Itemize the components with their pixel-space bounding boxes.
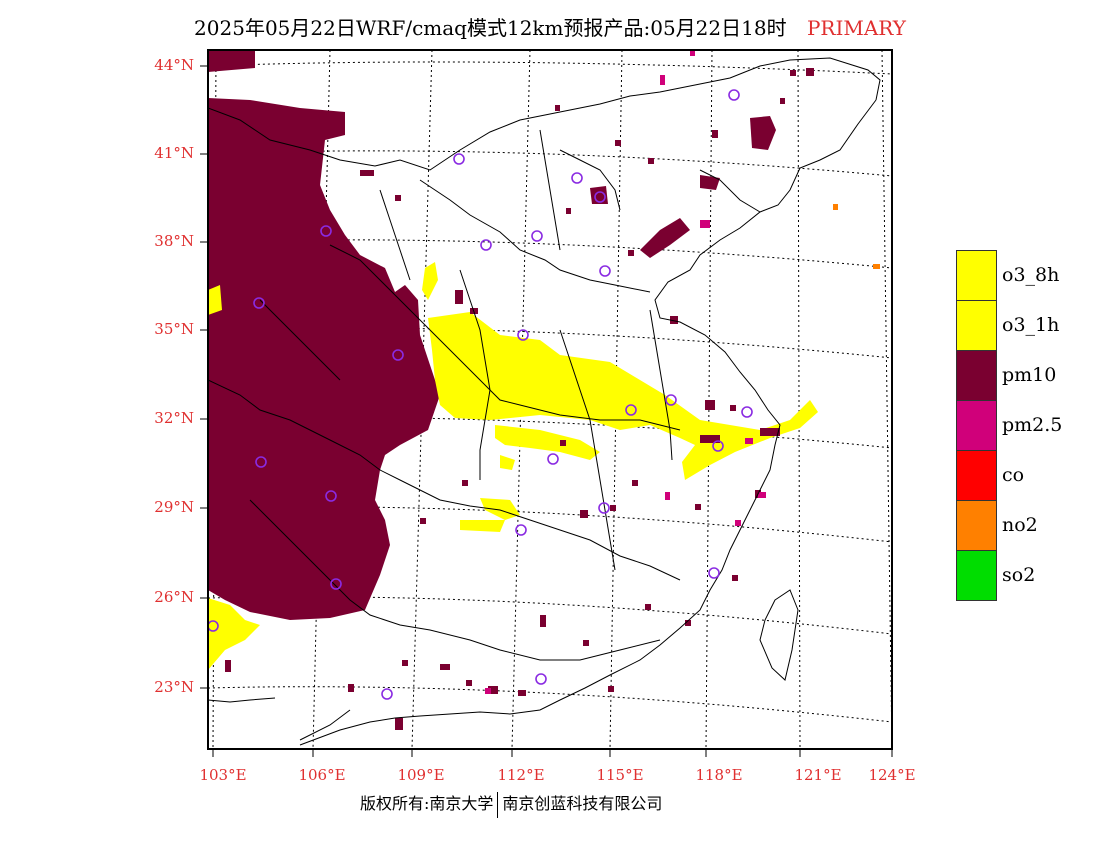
lat-label-35: 35°N xyxy=(154,320,194,338)
legend-swatch xyxy=(956,300,997,351)
map-frame xyxy=(207,49,893,750)
legend-swatch xyxy=(956,350,997,401)
legend-label: o3_1h xyxy=(1002,314,1060,336)
title-tag: PRIMARY xyxy=(806,16,906,40)
lon-label-106: 106°E xyxy=(298,766,346,784)
axis-ticks xyxy=(200,65,893,757)
legend-label: no2 xyxy=(1002,514,1038,536)
lon-label-118: 118°E xyxy=(695,766,743,784)
pm10-area-west xyxy=(208,50,776,620)
o3-area xyxy=(208,262,818,670)
lon-label-115: 115°E xyxy=(596,766,644,784)
graticule xyxy=(208,50,892,749)
lat-label-23: 23°N xyxy=(154,678,194,696)
legend-swatch xyxy=(956,400,997,451)
lon-label-124: 124°E xyxy=(868,766,916,784)
boundaries xyxy=(208,57,881,746)
lat-label-32: 32°N xyxy=(154,409,194,427)
legend-swatch xyxy=(956,550,997,601)
lon-label-103: 103°E xyxy=(199,766,247,784)
monitoring-stations xyxy=(208,89,753,700)
legend-label: co xyxy=(1002,464,1025,486)
copyright-credit: 版权所有:南京大学 南京创蓝科技有限公司 xyxy=(360,790,662,818)
legend-swatch xyxy=(956,450,997,501)
lon-label-121: 121°E xyxy=(794,766,842,784)
legend-label: pm10 xyxy=(1002,364,1057,386)
legend-swatch xyxy=(956,500,997,551)
credit-divider xyxy=(497,791,499,818)
lat-label-44: 44°N xyxy=(154,56,194,74)
pm25-speckles xyxy=(485,50,766,694)
lat-label-38: 38°N xyxy=(154,232,194,250)
lat-label-29: 29°N xyxy=(154,498,194,516)
legend-label: pm2.5 xyxy=(1002,414,1063,436)
title-main: 2025年05月22日WRF/cmaq模式12km预报产品:05月22日18时 xyxy=(194,16,787,40)
legend-label: so2 xyxy=(1002,564,1036,586)
credit-left: 版权所有:南京大学 xyxy=(360,794,494,813)
map-title: 2025年05月22日WRF/cmaq模式12km预报产品:05月22日18时 … xyxy=(0,12,1100,41)
no2-speckles xyxy=(833,204,880,269)
lon-label-109: 109°E xyxy=(397,766,445,784)
lon-label-112: 112°E xyxy=(497,766,545,784)
legend-label: o3_8h xyxy=(1002,264,1060,286)
legend-swatch xyxy=(956,250,997,301)
lat-label-41: 41°N xyxy=(154,144,194,162)
credit-right: 南京创蓝科技有限公司 xyxy=(502,794,663,813)
lat-label-26: 26°N xyxy=(154,588,194,606)
